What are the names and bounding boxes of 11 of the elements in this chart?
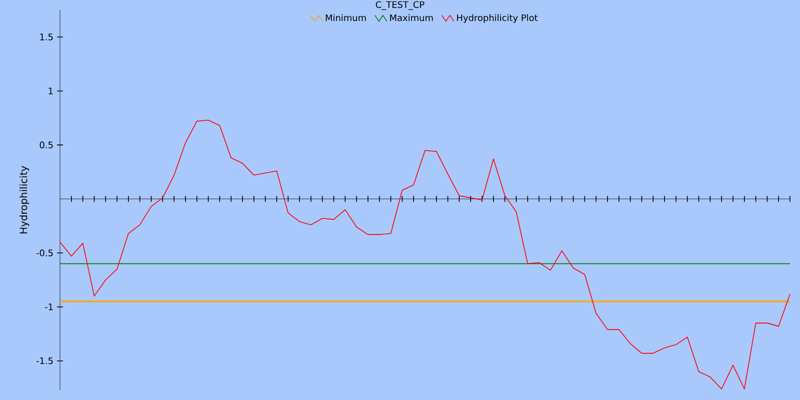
y-tick-label: -0.5 [36,250,53,256]
legend-label: Hydrophilicity Plot [457,14,538,23]
y-axis-title: Hydrophilicity [20,166,30,234]
y-tick-label: -1.5 [36,358,53,364]
chart-title: C_TEST_CP [376,1,424,10]
y-tick-label: -1 [44,304,53,310]
legend-label: Maximum [390,14,433,22]
y-tick-label: 1.5 [40,34,53,40]
y-tick-label: 1 [48,88,53,94]
y-tick-label: 0.5 [40,142,53,148]
legend-label: Minimum [326,14,366,22]
